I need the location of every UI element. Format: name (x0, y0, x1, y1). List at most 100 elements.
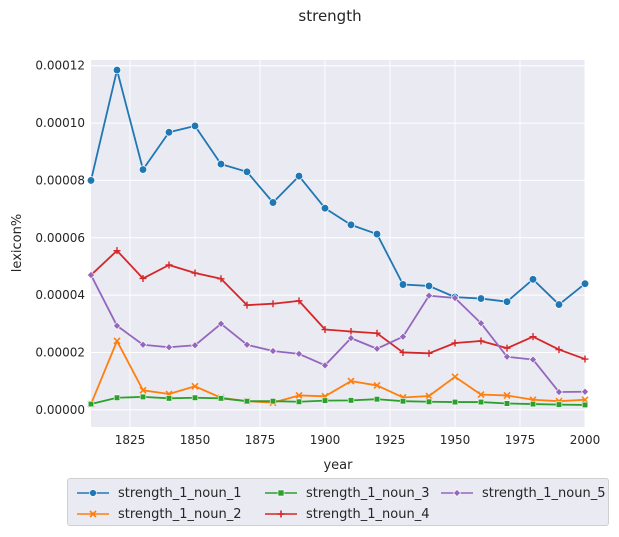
data-point (165, 261, 173, 269)
data-point (502, 297, 512, 306)
data-point (580, 387, 590, 396)
data-point (398, 280, 408, 289)
data-point (269, 300, 277, 308)
legend-swatch-noun-2 (77, 510, 109, 518)
series-1 (86, 65, 590, 309)
data-point (191, 269, 199, 277)
data-point (373, 381, 381, 389)
legend-swatch-noun-5 (441, 489, 473, 497)
legend-label: strength_1_noun_5 (482, 485, 606, 501)
series-3 (87, 393, 589, 409)
data-point (477, 391, 485, 399)
data-point (425, 398, 433, 405)
data-point (112, 65, 122, 75)
series-line (90, 69, 586, 306)
legend-item-noun-4: strength_1_noun_4 (264, 504, 429, 524)
data-point (581, 396, 589, 404)
series-line (90, 340, 586, 405)
data-point (529, 400, 537, 408)
grid-lines (91, 60, 586, 427)
y-tick-label: 0.00008 (35, 173, 85, 187)
data-point (581, 355, 589, 363)
data-point (139, 274, 147, 282)
series-line (90, 395, 586, 406)
data-point (346, 220, 356, 230)
data-point (503, 391, 511, 400)
legend-item-noun-3: strength_1_noun_3 (264, 483, 429, 503)
legend-swatch-noun-3 (265, 489, 297, 497)
data-point (503, 344, 511, 352)
data-point (580, 279, 590, 288)
y-tick-label: 0.00002 (35, 345, 85, 359)
legend-item-noun-5: strength_1_noun_5 (440, 483, 605, 503)
data-point (476, 319, 486, 328)
legend-item-noun-1: strength_1_noun_1 (76, 483, 241, 503)
series-line (90, 274, 586, 393)
data-point (217, 275, 225, 283)
data-point (347, 328, 355, 336)
data-point (113, 394, 121, 401)
x-tick-label: 1825 (115, 433, 146, 447)
data-point (554, 387, 564, 397)
data-point (346, 334, 356, 343)
legend-label: strength_1_noun_2 (118, 506, 242, 522)
data-point (268, 346, 278, 356)
data-point (372, 344, 382, 353)
plot-area (91, 60, 585, 427)
legend-swatch-noun-1 (77, 489, 109, 497)
y-tick-labels: 0.00000 0.00002 0.00004 0.00006 0.00008 0.000… (35, 59, 85, 417)
legend-label: strength_1_noun_1 (118, 485, 242, 501)
data-point (242, 340, 252, 349)
data-point (243, 398, 251, 405)
data-point (268, 198, 278, 207)
data-point (477, 398, 485, 406)
y-tick-label: 0.00000 (35, 403, 85, 417)
data-point (320, 204, 330, 213)
y-tick-label: 0.00010 (35, 116, 85, 130)
data-point (294, 171, 304, 181)
legend-label: strength_1_noun_4 (306, 506, 430, 522)
legend-label: strength_1_noun_3 (306, 485, 430, 501)
data-point (477, 337, 485, 345)
data-point (321, 326, 329, 334)
data-point (529, 333, 537, 341)
x-tick-label: 1975 (505, 433, 536, 447)
data-point (138, 340, 148, 349)
data-point (451, 339, 459, 347)
data-point (269, 398, 277, 405)
data-point (424, 291, 434, 300)
series-layer (86, 65, 590, 409)
y-tick-label: 0.00004 (35, 288, 85, 302)
data-point (555, 401, 563, 408)
data-point (86, 176, 96, 185)
data-point (321, 397, 329, 404)
chart-title: strength (298, 7, 361, 25)
legend-swatch-noun-4 (265, 510, 297, 518)
data-point (372, 229, 382, 239)
x-axis-label: year (323, 458, 353, 473)
data-point (112, 321, 122, 330)
data-point (555, 346, 563, 354)
data-point (425, 392, 433, 400)
x-tick-label: 1900 (310, 433, 341, 447)
data-point (164, 343, 174, 352)
data-point (86, 271, 96, 280)
data-point (581, 401, 589, 409)
data-point (216, 319, 226, 328)
data-point (242, 167, 252, 176)
data-point (139, 386, 147, 394)
data-point (190, 121, 200, 131)
data-point (424, 281, 434, 291)
data-point (113, 247, 121, 255)
x-tick-label: 1850 (180, 433, 211, 447)
data-point (320, 361, 330, 370)
data-point (347, 377, 355, 385)
x-tick-label: 1925 (375, 433, 406, 447)
data-point (216, 159, 226, 169)
data-point (528, 275, 538, 284)
data-point (451, 398, 459, 406)
x-tick-label: 2000 (570, 433, 601, 447)
data-point (294, 349, 304, 358)
x-tick-label: 1875 (245, 433, 276, 447)
